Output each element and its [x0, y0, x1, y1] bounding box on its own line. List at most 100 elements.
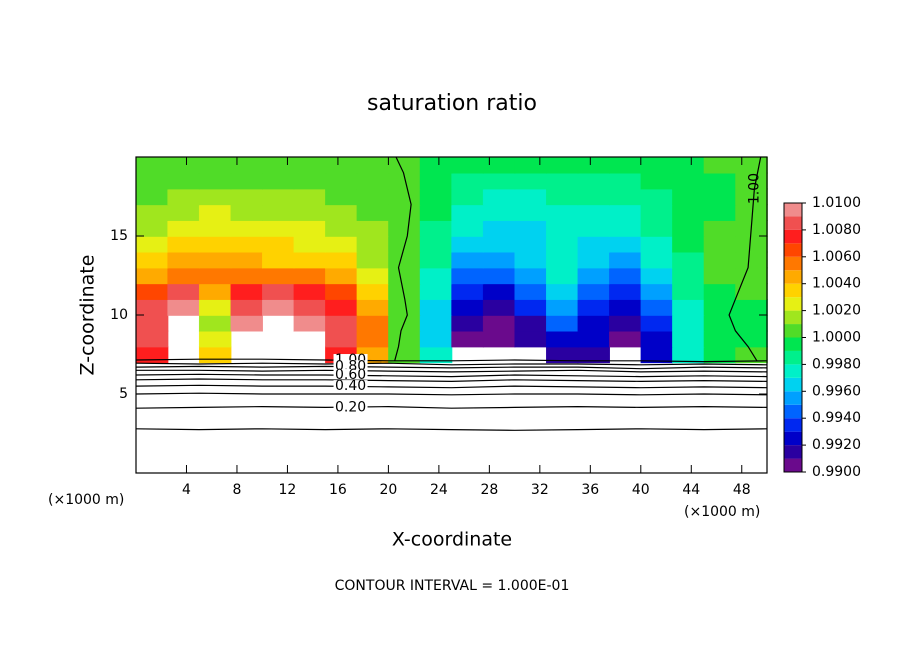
field-cell — [356, 251, 390, 269]
field-cell — [262, 220, 295, 237]
field-cell — [451, 172, 484, 190]
x-unit-label: (×1000 m) — [684, 504, 760, 520]
field-cell — [514, 235, 547, 253]
field-cell — [546, 235, 579, 253]
contour-label-group: 0.40 — [333, 378, 368, 394]
field-cell — [325, 188, 358, 206]
contour-line — [135, 405, 768, 409]
field-cell — [672, 267, 705, 285]
field-cell — [546, 220, 579, 237]
x-axis-label: X-coordinate — [392, 529, 512, 551]
field-cell — [293, 251, 327, 269]
contour-line — [135, 378, 768, 383]
field-cell — [293, 267, 327, 285]
field-cell — [325, 283, 358, 300]
field-cell — [419, 299, 453, 316]
field-cell — [135, 220, 169, 237]
field-cell — [546, 299, 579, 316]
field-cell — [672, 299, 705, 316]
field-cell — [293, 188, 327, 206]
field-cell — [198, 172, 232, 190]
contour-line — [135, 384, 768, 389]
contour-line — [135, 362, 768, 366]
field-cell — [482, 204, 516, 221]
field-cell — [577, 172, 611, 190]
colorbar-band — [784, 350, 802, 365]
field-cell — [325, 156, 358, 174]
field-cell — [640, 283, 674, 300]
field-cell — [230, 267, 263, 285]
colorbar-band — [784, 297, 802, 311]
field-cell — [609, 156, 642, 174]
field-cell — [230, 283, 263, 300]
field-cell — [135, 235, 169, 253]
field-cell — [640, 314, 674, 332]
field-cell — [451, 251, 484, 269]
field-cell — [546, 172, 579, 190]
field-cell — [703, 346, 737, 364]
field-cell — [135, 204, 169, 221]
field-cell — [293, 314, 327, 332]
contour-line — [136, 369, 768, 373]
field-cell — [577, 156, 611, 174]
field-cell — [703, 314, 737, 332]
colorbar-tick-label: 0.9980 — [812, 356, 861, 372]
field-layer — [135, 156, 768, 364]
field-cell — [514, 314, 547, 332]
field-cell — [609, 330, 642, 348]
field-cell — [703, 235, 737, 253]
field-cell — [514, 299, 547, 316]
field-cell — [356, 204, 390, 221]
field-cell — [577, 204, 611, 221]
colorbar-tick-label: 1.0040 — [812, 276, 861, 292]
y-tick-label: 10 — [110, 307, 128, 323]
field-cell — [356, 299, 390, 316]
colorbar-band — [784, 337, 802, 351]
field-cell — [735, 299, 768, 316]
field-cell — [640, 188, 674, 206]
field-cell — [546, 314, 579, 332]
field-cell — [577, 220, 611, 237]
field-cell — [514, 204, 547, 221]
field-cell — [325, 267, 358, 285]
field-cell — [230, 314, 263, 332]
field-cell — [514, 172, 547, 190]
field-cell — [325, 330, 358, 348]
x-tick-label: 44 — [682, 482, 700, 498]
field-cell — [546, 267, 579, 285]
field-cell — [735, 267, 768, 285]
field-cell — [262, 188, 295, 206]
y-tick-label: 15 — [110, 228, 128, 244]
contour-line — [135, 365, 768, 370]
field-cell — [640, 235, 674, 253]
field-cell — [198, 204, 232, 221]
field-cell — [167, 251, 200, 269]
field-cell — [198, 346, 232, 364]
field-cell — [451, 330, 484, 348]
field-cell — [546, 188, 579, 206]
field-cell — [672, 156, 705, 174]
colorbar-band — [784, 216, 802, 230]
field-cell — [451, 314, 484, 332]
contour-line — [728, 156, 762, 362]
field-cell — [230, 204, 263, 221]
field-cell — [198, 314, 232, 332]
field-cell — [703, 172, 737, 190]
contour-label: 0.20 — [335, 399, 366, 415]
colorbar-band — [784, 377, 802, 392]
field-cell — [451, 299, 484, 316]
field-cell — [482, 188, 516, 206]
field-cell — [388, 330, 421, 348]
field-cell — [577, 283, 611, 300]
field-cell — [577, 330, 611, 348]
x-tick-label: 12 — [279, 482, 297, 498]
field-cell — [262, 172, 295, 190]
field-cell — [672, 220, 705, 237]
field-cell — [514, 220, 547, 237]
colorbar-band — [784, 364, 802, 378]
field-cell — [672, 251, 705, 269]
field-cell — [262, 299, 295, 316]
colorbar-band — [784, 310, 802, 325]
field-cell — [703, 283, 737, 300]
